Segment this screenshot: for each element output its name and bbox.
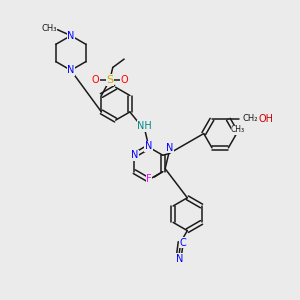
Text: O: O: [120, 75, 128, 85]
Text: N: N: [67, 31, 75, 40]
Text: OH: OH: [258, 114, 273, 124]
Text: S: S: [106, 75, 113, 85]
Text: C: C: [180, 238, 187, 248]
Text: N: N: [130, 150, 138, 160]
Text: CH₃: CH₃: [231, 125, 245, 134]
Text: NH: NH: [137, 121, 152, 131]
Text: O: O: [92, 75, 99, 85]
Text: N: N: [67, 65, 75, 75]
Text: N: N: [176, 254, 183, 264]
Text: CH₂: CH₂: [242, 114, 258, 123]
Text: N: N: [166, 143, 173, 153]
Text: CH₃: CH₃: [41, 24, 57, 33]
Text: F: F: [146, 174, 152, 184]
Text: N: N: [145, 141, 152, 152]
